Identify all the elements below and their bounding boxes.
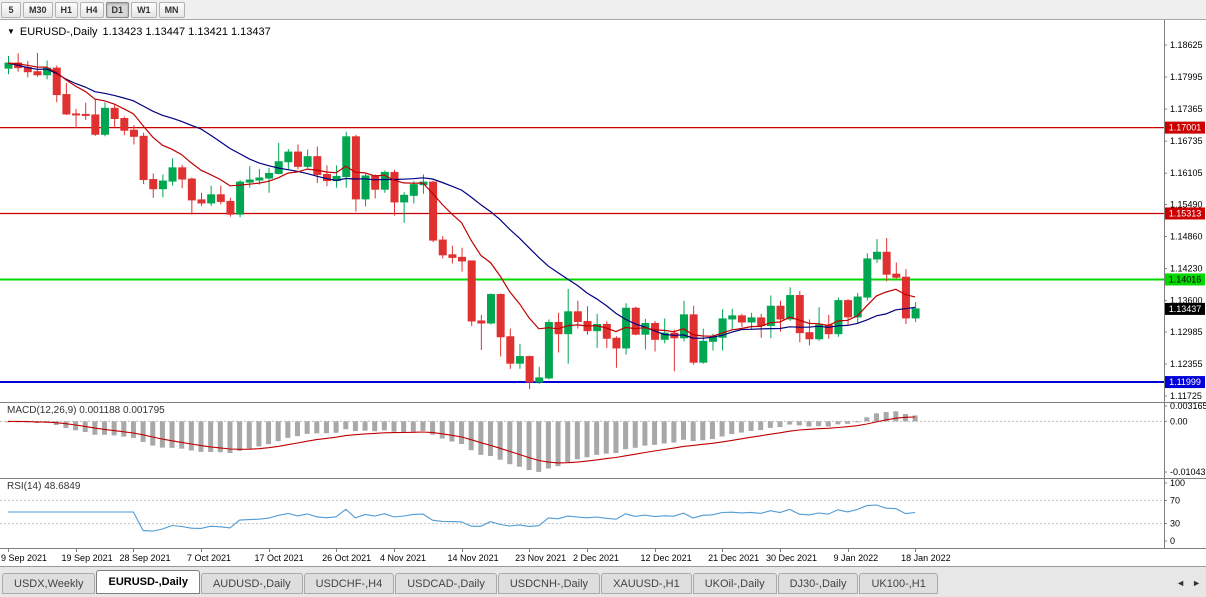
timeframe-button-m30[interactable]: M30 [23,1,53,18]
svg-text:1.15490: 1.15490 [1170,199,1203,209]
macd-chart-canvas[interactable]: 0.003165 0.00 -0.01043 [0,402,1206,478]
timeframe-button-mn[interactable]: MN [158,1,185,18]
date-axis-tick [722,549,724,552]
svg-text:1.12985: 1.12985 [1170,327,1203,337]
price-chart-panel[interactable]: 1.18625 1.17995 1.17365 1.16735 1.16105 1.154… [0,20,1206,402]
macd-indicator-label: MACD(12,26,9) 0.001188 0.001795 [7,405,165,416]
svg-text:0.003165: 0.003165 [1170,402,1206,411]
svg-text:0.00: 0.00 [1170,416,1188,426]
timeframe-button-d1[interactable]: D1 [105,1,130,18]
svg-text:100: 100 [1170,478,1185,488]
candles [4,52,920,390]
chart-tab-uk100-h1[interactable]: UK100-,H1 [859,573,938,594]
chart-tab-ukoil-daily[interactable]: UKOil-,Daily [692,573,777,594]
date-axis-label: 18 Jan 2022 [901,553,951,563]
date-axis-tick [268,549,270,552]
date-axis-tick [201,549,202,552]
date-axis-label: 9 Sep 2021 [1,553,48,563]
date-axis-label: 4 Nov 2021 [380,553,427,563]
date-axis-label: 12 Dec 2021 [640,553,692,563]
date-axis-tick [915,549,917,552]
svg-text:-0.01043: -0.01043 [1170,467,1206,477]
chart-tab-usdcad-daily[interactable]: USDCAD-,Daily [395,573,497,594]
svg-text:1.15313: 1.15313 [1169,208,1202,218]
date-axis-tick [461,549,463,552]
svg-text:30: 30 [1170,519,1180,529]
chart-tab-xauusd-h1[interactable]: XAUUSD-,H1 [601,573,692,594]
svg-text:1.14016: 1.14016 [1169,274,1202,284]
time-axis[interactable]: 9 Sep 2021 19 Sep 2021 28 Sep 2021 7 Oct 20… [0,548,1206,566]
date-axis-label: 14 Nov 2021 [447,553,499,563]
date-axis-label: 19 Sep 2021 [61,553,113,563]
date-axis-label: 28 Sep 2021 [119,553,171,563]
svg-text:1.16105: 1.16105 [1170,168,1203,178]
date-axis-label: 23 Nov 2021 [515,553,567,563]
date-axis-tick [587,549,588,552]
date-axis-label: 30 Dec 2021 [766,553,818,563]
chart-tab-eurusd-daily[interactable]: EURUSD-,Daily [96,570,200,594]
timeframe-button-h1[interactable]: H1 [54,1,79,18]
date-axis-label: 21 Dec 2021 [708,553,760,563]
chart-tab-strip: USDX,Weekly EURUSD-,Daily AUDUSD-,Daily USD… [0,567,1168,597]
chart-symbol-title: EURUSD-,Daily [19,26,98,38]
rsi-indicator-label: RSI(14) 48.6849 [7,481,81,492]
chart-tab-audusd-daily[interactable]: AUDUSD-,Daily [200,573,303,594]
price-chart-canvas[interactable]: 1.18625 1.17995 1.17365 1.16735 1.16105 1.154… [0,20,1206,402]
chart-tab-usdx-weekly[interactable]: USDX,Weekly [2,573,96,594]
date-axis-tick [847,549,849,552]
date-axis-tick [529,549,531,552]
date-axis-tick [133,549,135,552]
date-axis-tick [8,549,9,552]
chart-tab-usdchf-h4[interactable]: USDCHF-,H4 [303,573,395,594]
date-axis-label: 26 Oct 2021 [322,553,372,563]
tab-scroll-left-icon[interactable]: ◄ [1176,578,1186,588]
date-axis-tick [654,549,656,552]
svg-text:1.14230: 1.14230 [1170,264,1203,274]
tab-scroll-controls: ◄ ► [1176,578,1201,588]
tab-scroll-right-icon[interactable]: ► [1192,578,1201,588]
timeframe-toolbar: 5 M30 H1 H4 D1 W1 MN [0,0,1206,20]
svg-text:1.16735: 1.16735 [1170,136,1203,146]
svg-text:1.14860: 1.14860 [1170,232,1203,242]
timeframe-button-w1[interactable]: W1 [131,1,157,18]
date-axis-label: 2 Dec 2021 [573,553,620,563]
date-axis-tick [75,549,77,552]
timeframe-button-5[interactable]: 5 [1,1,21,18]
svg-text:1.17365: 1.17365 [1170,104,1203,114]
chart-ohlc-values: 1.13423 1.13447 1.13421 1.13437 [102,26,271,38]
date-axis-label: 7 Oct 2021 [187,553,232,563]
svg-text:1.13437: 1.13437 [1169,304,1202,314]
svg-text:0: 0 [1170,536,1175,546]
rsi-chart-canvas[interactable]: 100 70 30 0 [0,478,1206,548]
svg-text:1.11725: 1.11725 [1170,391,1202,401]
chart-tab-dj30-daily[interactable]: DJ30-,Daily [777,573,859,594]
date-axis-tick [780,549,781,552]
symbol-dropdown-icon[interactable]: ▼ [7,27,15,36]
chart-tab-bar: USDX,Weekly EURUSD-,Daily AUDUSD-,Daily USD… [0,566,1206,597]
timeframe-button-h4[interactable]: H4 [80,1,104,18]
svg-text:1.11999: 1.11999 [1169,377,1201,387]
svg-text:1.12355: 1.12355 [1170,359,1203,369]
date-axis-tick [336,549,338,552]
svg-text:1.18625: 1.18625 [1170,40,1203,50]
date-axis-label: 17 Oct 2021 [254,553,304,563]
chart-tab-usdcnh-daily[interactable]: USDCNH-,Daily [497,573,601,594]
rsi-indicator-panel[interactable]: 100 70 30 0 RSI(14) 48.6849 [0,478,1206,548]
svg-text:1.13600: 1.13600 [1170,296,1203,306]
svg-text:1.17995: 1.17995 [1170,72,1203,82]
svg-text:70: 70 [1170,495,1180,505]
chart-title-bar: ▼ EURUSD-,Daily 1.13423 1.13447 1.13421 … [7,26,271,38]
svg-text:1.17001: 1.17001 [1169,123,1202,133]
date-axis-label: 9 Jan 2022 [833,553,879,563]
date-axis-tick [394,549,395,552]
macd-indicator-panel[interactable]: 0.003165 0.00 -0.01043 MACD(12,26,9) 0.001… [0,402,1206,478]
